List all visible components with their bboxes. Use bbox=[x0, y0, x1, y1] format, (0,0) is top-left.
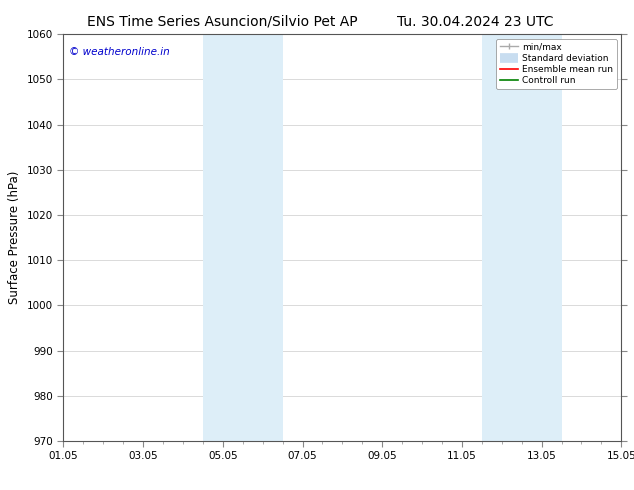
Legend: min/max, Standard deviation, Ensemble mean run, Controll run: min/max, Standard deviation, Ensemble me… bbox=[496, 39, 617, 89]
Text: Tu. 30.04.2024 23 UTC: Tu. 30.04.2024 23 UTC bbox=[398, 15, 553, 29]
Bar bbox=[203, 34, 243, 441]
Text: ENS Time Series Asuncion/Silvio Pet AP: ENS Time Series Asuncion/Silvio Pet AP bbox=[87, 15, 357, 29]
Bar bbox=[522, 34, 562, 441]
Bar bbox=[482, 34, 522, 441]
Y-axis label: Surface Pressure (hPa): Surface Pressure (hPa) bbox=[8, 171, 21, 304]
Text: © weatheronline.in: © weatheronline.in bbox=[69, 47, 170, 56]
Bar bbox=[243, 34, 283, 441]
